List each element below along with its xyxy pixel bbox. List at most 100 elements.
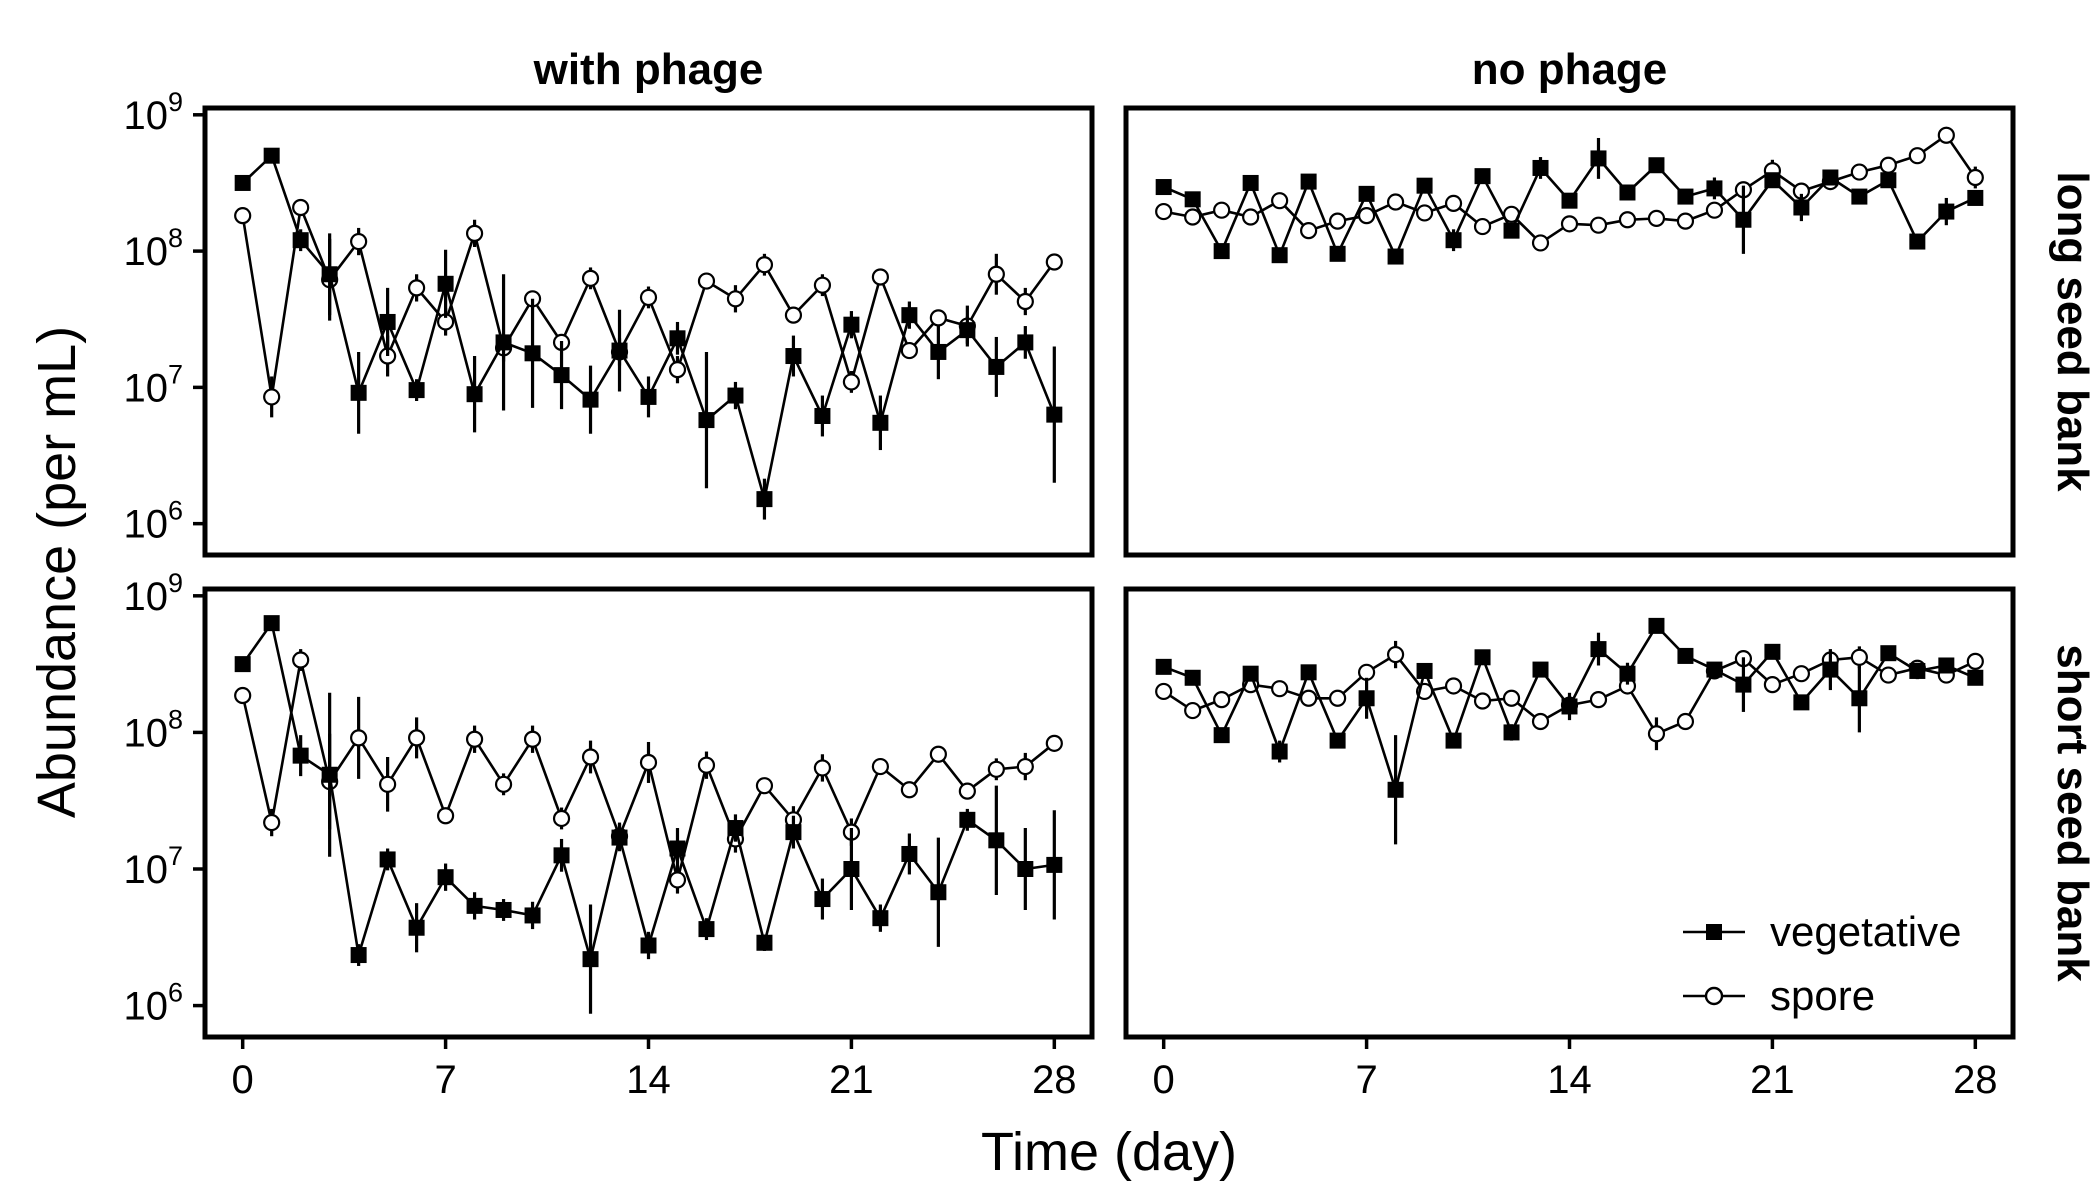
data-point — [1242, 208, 1260, 226]
data-point — [263, 615, 280, 632]
data-point — [1589, 691, 1608, 709]
y-tick-label: 108 — [123, 223, 183, 274]
data-point — [1017, 861, 1034, 877]
data-point — [292, 747, 309, 764]
data-point — [1271, 743, 1288, 760]
data-point — [1357, 207, 1376, 225]
data-point — [1676, 712, 1695, 731]
data-point — [321, 766, 338, 783]
data-point — [987, 760, 1005, 778]
data-point — [1358, 690, 1375, 707]
data-point — [523, 730, 542, 748]
data-point — [1445, 232, 1462, 249]
data-point — [1386, 645, 1405, 664]
y-tick-label: 107 — [123, 359, 183, 410]
data-point — [553, 367, 570, 384]
data-point — [552, 809, 571, 828]
data-point — [495, 334, 512, 351]
data-point — [292, 232, 309, 249]
data-point — [842, 373, 861, 391]
data-point — [1937, 126, 1955, 144]
data-point — [813, 759, 832, 777]
data-point — [1155, 179, 1172, 196]
data-point — [1938, 203, 1955, 220]
data-point — [1415, 204, 1434, 222]
data-point — [524, 907, 541, 924]
data-point — [1619, 184, 1636, 201]
data-point — [755, 777, 774, 795]
data-point — [1735, 211, 1752, 228]
data-point — [1880, 172, 1897, 189]
panel-long-seed-bank-with-phage — [202, 105, 1095, 558]
data-point — [524, 345, 541, 362]
data-point — [408, 279, 426, 297]
x-tick-label: 0 — [1153, 1058, 1175, 1102]
data-point — [1473, 217, 1492, 236]
data-point — [1705, 201, 1724, 219]
data-point — [1966, 168, 1984, 187]
legend-label: spore — [1770, 972, 1875, 1019]
x-tick-label: 21 — [1750, 1058, 1795, 1102]
data-point — [1532, 661, 1549, 678]
data-point — [727, 820, 744, 837]
data-point — [1966, 652, 1984, 670]
x-tick-label: 0 — [232, 1058, 254, 1102]
data-point — [668, 871, 687, 889]
data-point — [1503, 222, 1520, 239]
data-point — [1908, 147, 1926, 165]
x-axis-title: Time (day) — [981, 1122, 1237, 1182]
panel-short-seed-bank-no-phage — [1123, 586, 2016, 1040]
data-point — [350, 232, 368, 251]
data-point — [1444, 194, 1463, 212]
data-point — [1358, 185, 1375, 202]
data-point — [582, 391, 599, 408]
data-point — [1329, 245, 1346, 262]
data-point — [755, 256, 774, 274]
data-point — [1677, 188, 1694, 205]
row-title-short-seed-bank: short seed bank — [2048, 644, 2097, 982]
data-point — [1561, 698, 1578, 715]
data-point — [1017, 334, 1034, 351]
data-point — [1706, 180, 1723, 197]
data-point — [1213, 727, 1230, 744]
legend: vegetative spore — [1683, 908, 1961, 1019]
data-point — [1967, 189, 1984, 206]
data-point — [1300, 664, 1317, 681]
data-point — [379, 313, 396, 330]
data-point — [1503, 724, 1520, 741]
data-point — [1386, 193, 1405, 211]
data-point — [1502, 689, 1521, 707]
data-point — [1242, 665, 1259, 682]
data-point — [1531, 234, 1550, 252]
data-point — [668, 361, 687, 379]
data-point — [639, 753, 658, 772]
data-point — [1213, 201, 1231, 219]
data-point — [1046, 856, 1063, 873]
x-tick-label: 28 — [1032, 1058, 1077, 1102]
series-vegetative — [234, 147, 1063, 520]
data-point — [1648, 617, 1665, 634]
data-point — [697, 756, 716, 774]
data-point — [727, 387, 744, 404]
data-point — [1045, 253, 1063, 271]
data-point — [234, 656, 251, 673]
data-point — [1590, 150, 1607, 167]
y-tick-label: 106 — [123, 496, 183, 547]
data-point — [465, 224, 484, 242]
data-point — [958, 782, 976, 800]
data-point — [1473, 692, 1492, 710]
y-tick-label: 109 — [123, 87, 183, 138]
panel-short-seed-bank-with-phage — [202, 586, 1095, 1040]
data-point — [929, 309, 947, 327]
data-point — [1271, 247, 1288, 264]
panel-frame — [202, 105, 1095, 558]
data-point — [1329, 689, 1347, 707]
data-point — [379, 775, 397, 793]
y-tick-label: 106 — [123, 978, 183, 1029]
data-point — [408, 382, 425, 399]
data-point — [1155, 202, 1173, 221]
data-point — [1647, 725, 1666, 743]
data-point — [437, 275, 454, 292]
data-point — [1590, 641, 1607, 658]
data-point — [1967, 669, 1984, 686]
